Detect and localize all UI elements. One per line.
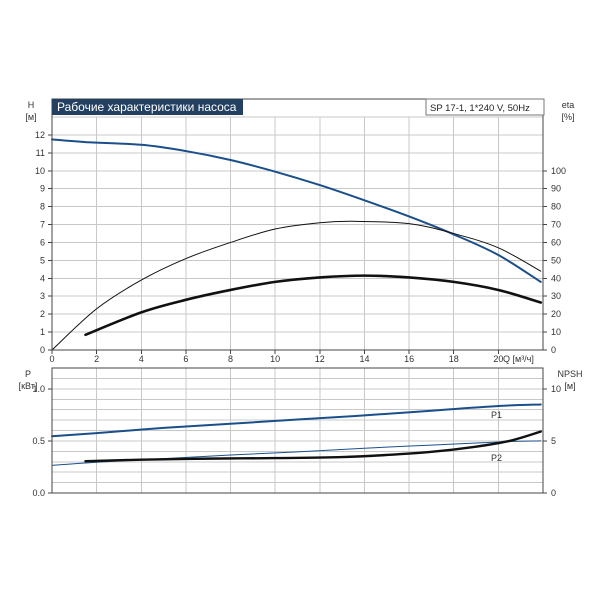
y-left-tick-label: 0 [40,345,45,355]
y-left-tick-label: 7 [40,220,45,230]
x-tick-label: 0 [49,354,54,364]
x-tick-label: 2 [94,354,99,364]
y-left-tick-label: 12 [35,130,45,140]
y-right-tick-label: 40 [551,273,561,283]
bottom-series-0-line [51,403,542,438]
y-left-tick-label: 4 [40,273,45,283]
x-tick-label: 10 [270,354,280,364]
x-tick-label: 14 [359,354,369,364]
top-series-0-line [51,138,542,283]
p-tick-label: 0.5 [32,436,45,446]
y-left-tick-label: 3 [40,291,45,301]
model-info-box [425,98,545,116]
series-label-p2: P2 [491,453,502,463]
model-info: SP 17-1, 1*240 V, 50Hz [430,103,530,114]
y-right-tick-label: 60 [551,237,561,247]
y-right-tick-label: 100 [551,166,566,176]
p-tick-label: 1.0 [32,384,45,394]
x-tick-label: 18 [449,354,459,364]
y-right-tick-label: 30 [551,291,561,301]
y-left-tick-label: 6 [40,237,45,247]
y-right-label-top: eta [562,100,575,110]
y-right-unit-top: [%] [561,112,574,122]
y-left-tick-label: 1 [40,327,45,337]
x-tick-label: 6 [183,354,188,364]
y-right-tick-label: 20 [551,309,561,319]
y-left-unit-top: [м] [25,112,36,122]
tick-labels: 0 2 4 6 8 10 12 14 16 18 2001234567891011120102030… [32,130,566,498]
y-left-tick-label: 9 [40,184,45,194]
y-left-unit-bottom: [кВт] [19,381,38,391]
series-label-p1: P1 [491,410,502,420]
y-right-label-bottom: NPSH [557,369,582,379]
y-right-tick-label: 0 [551,345,556,355]
bottom-series-2-line [84,430,542,463]
x-tick-label: 12 [315,354,325,364]
y-right-tick-label: 80 [551,202,561,212]
y-left-tick-label: 11 [36,148,45,158]
curves [51,138,543,466]
y-right-tick-label: 50 [551,255,561,265]
y-left-tick-label: 2 [40,309,45,319]
y-left-tick-label: 5 [40,255,45,265]
npsh-tick-label: 0 [551,488,556,498]
x-axis-label: Q [м³/ч] [503,354,534,364]
y-left-label-bottom: P [25,369,31,379]
x-tick-label: 16 [404,354,414,364]
bottom-panel-frame [51,367,544,494]
y-left-label-top: H [28,100,35,110]
top-series-2-line [84,274,543,337]
y-right-tick-label: 90 [551,184,561,194]
y-left-tick-label: 10 [35,166,45,176]
x-tick-label: 20 [493,354,503,364]
npsh-tick-label: 10 [551,384,561,394]
top-series-1-line [51,220,542,351]
top-panel-grid [51,116,544,351]
x-tick-label: 4 [139,354,144,364]
p-tick-label: 0.0 [32,488,45,498]
chart-title: Рабочие характеристики насоса [57,100,237,114]
x-tick-label: 8 [228,354,233,364]
chart-title-background [52,99,243,115]
y-left-tick-label: 8 [40,202,45,212]
y-right-tick-label: 10 [551,327,561,337]
y-right-unit-bottom: [м] [564,381,575,391]
npsh-tick-label: 5 [551,436,556,446]
y-right-tick-label: 70 [551,220,561,230]
